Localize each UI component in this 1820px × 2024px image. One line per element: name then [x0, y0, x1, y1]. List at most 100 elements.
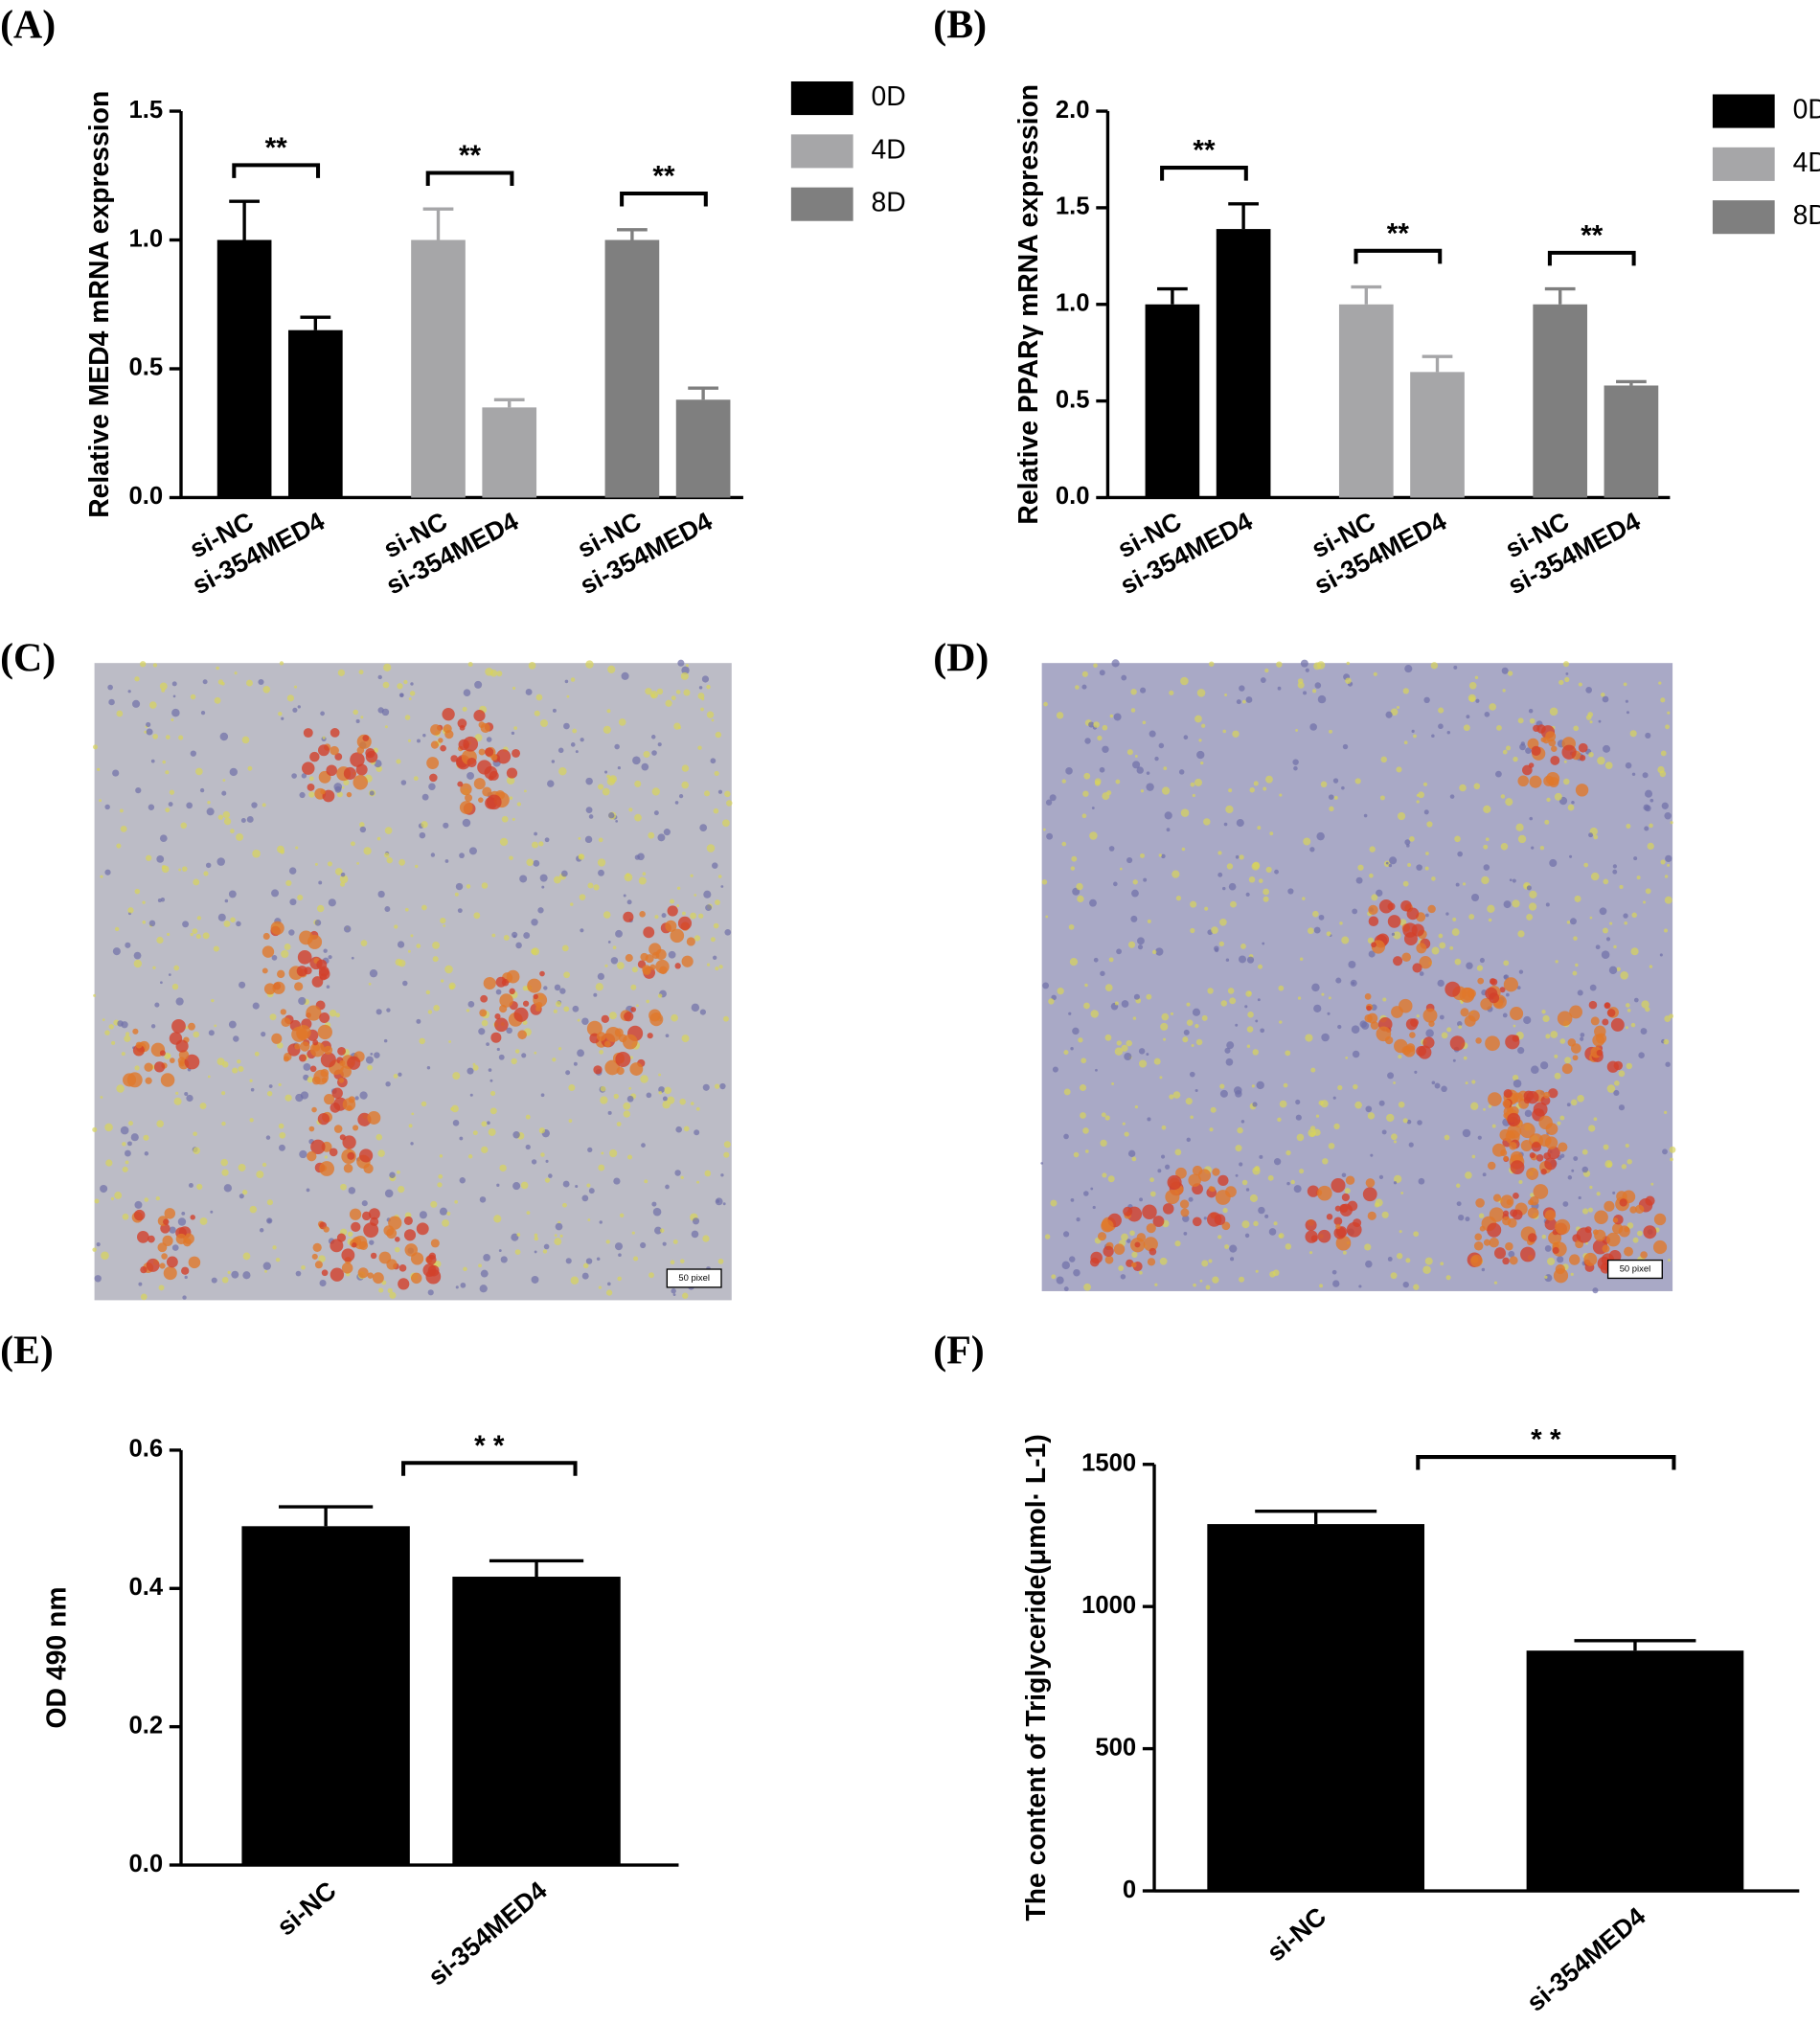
texture [1083, 772, 1091, 780]
texture [1583, 862, 1589, 868]
lipid-droplet [1545, 1123, 1558, 1136]
texture [551, 760, 556, 763]
texture [1453, 665, 1458, 670]
texture [408, 697, 412, 700]
texture [144, 1151, 149, 1156]
texture [1317, 694, 1327, 704]
texture [1083, 1002, 1090, 1010]
texture [397, 941, 405, 948]
texture [108, 1024, 114, 1030]
texture [488, 1068, 492, 1072]
texture [1599, 907, 1607, 916]
lipid-droplet [1214, 1214, 1226, 1226]
texture [1624, 921, 1627, 925]
texture [1425, 1029, 1434, 1037]
significance-bracket [401, 1461, 578, 1476]
texture [1127, 1149, 1136, 1158]
lipid-droplet [603, 1040, 611, 1048]
texture [1076, 882, 1083, 891]
texture [288, 867, 297, 875]
texture [1285, 1243, 1292, 1250]
micrograph [92, 659, 733, 1301]
lipid-droplet [1152, 1216, 1165, 1227]
lipid-droplet [1422, 1008, 1438, 1023]
texture [444, 965, 453, 974]
texture [1153, 1057, 1161, 1065]
texture [1452, 917, 1457, 921]
x-tick-label: si-354MED4 [422, 1876, 552, 1990]
texture [211, 1277, 217, 1284]
texture [1160, 1022, 1169, 1031]
lipid-droplet [1520, 1140, 1533, 1152]
texture [1183, 1029, 1190, 1035]
texture [1425, 852, 1429, 855]
texture [522, 986, 529, 991]
lipid-droplet [479, 1009, 488, 1017]
texture [262, 1262, 271, 1270]
lipid-droplet [132, 1028, 139, 1035]
texture [1124, 1131, 1129, 1137]
texture [1166, 828, 1171, 832]
texture [1157, 1169, 1162, 1173]
texture [1341, 785, 1345, 790]
texture [455, 1285, 459, 1289]
texture [1201, 1014, 1208, 1021]
texture [383, 663, 392, 671]
texture [1618, 1070, 1626, 1078]
texture [613, 1093, 619, 1100]
lipid-droplet [312, 1039, 319, 1046]
texture [193, 1147, 200, 1154]
texture [127, 690, 131, 694]
texture [1438, 707, 1445, 714]
texture [650, 735, 656, 739]
texture [512, 1182, 521, 1191]
texture [1554, 1054, 1558, 1058]
texture [713, 922, 719, 929]
texture [1088, 721, 1095, 728]
texture [1351, 1025, 1360, 1035]
texture [1393, 931, 1401, 940]
texture [540, 1093, 545, 1098]
lipid-droplet [1612, 1222, 1624, 1235]
lipid-droplet [378, 1251, 392, 1264]
texture [715, 899, 720, 905]
lipid-droplet [1643, 1225, 1657, 1239]
texture [691, 1003, 700, 1012]
texture [1596, 1192, 1601, 1196]
texture [555, 1001, 562, 1008]
lipid-droplet [1475, 1037, 1482, 1044]
lipid-droplet [1604, 1002, 1611, 1010]
lipid-droplet [466, 757, 477, 768]
legend-label: 4D [872, 134, 906, 165]
texture [1629, 730, 1637, 738]
lipid-droplet [136, 1231, 149, 1243]
lipid-droplet [359, 1148, 374, 1163]
texture [1283, 1082, 1288, 1088]
texture [1209, 1127, 1214, 1132]
y-tick-label: 0.5 [128, 354, 163, 381]
texture [537, 907, 544, 914]
lipid-droplet [1367, 1211, 1376, 1220]
texture [1605, 937, 1611, 942]
lipid-droplet [307, 783, 315, 791]
texture [511, 1057, 517, 1065]
panel-label: (B) [933, 3, 987, 47]
texture [162, 760, 167, 764]
texture [1374, 1202, 1380, 1208]
texture [1488, 1104, 1492, 1108]
texture [386, 856, 393, 864]
texture [1337, 1024, 1342, 1030]
lipid-droplet [1536, 724, 1546, 734]
texture [597, 972, 604, 981]
texture [1581, 1148, 1588, 1155]
texture [630, 984, 637, 990]
texture [1081, 813, 1087, 819]
lipid-droplet [1526, 1168, 1539, 1180]
texture [150, 1024, 156, 1029]
texture [722, 819, 730, 828]
texture [146, 728, 153, 736]
texture [698, 686, 703, 690]
texture [405, 907, 409, 912]
texture [1172, 870, 1180, 878]
lipid-droplet [307, 1150, 317, 1162]
